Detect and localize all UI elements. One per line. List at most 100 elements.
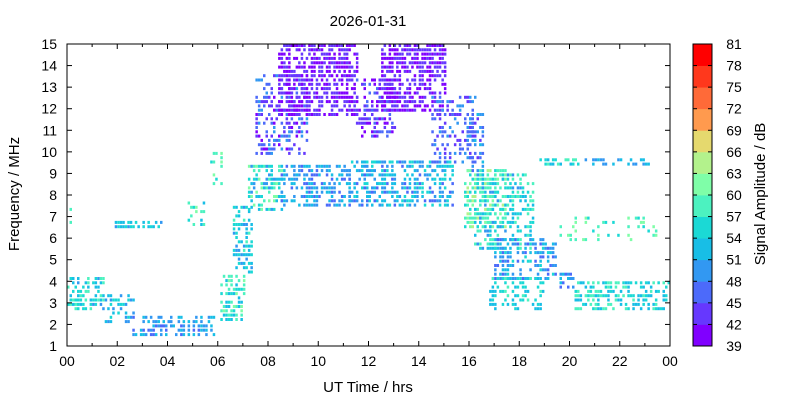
data-cell [280,195,284,198]
data-cell [278,182,281,186]
data-cell [388,48,392,52]
data-cell [629,294,633,298]
data-cell [514,182,517,186]
data-cell [355,160,359,164]
data-cell [499,242,502,246]
data-cell [436,147,439,151]
data-cell [273,147,276,151]
data-cell [391,190,394,194]
data-cell [406,48,409,52]
data-cell [388,91,392,95]
data-cell [423,69,427,73]
data-cell [285,147,289,151]
data-cell [411,48,414,52]
data-cell [386,65,389,69]
data-cell [421,56,424,60]
data-cell [511,259,515,263]
data-cell [355,113,359,116]
data-cell [142,320,145,324]
data-cell [300,130,304,134]
data-cell [353,74,356,78]
data-cell [632,298,635,302]
data-cell [152,328,155,332]
data-cell [524,289,527,293]
data-cell [388,130,392,134]
data-cell [519,195,522,198]
data-cell [285,199,289,203]
data-cell [448,160,452,164]
data-cell [423,61,427,65]
data-cell [298,126,301,129]
data-cell [403,195,407,198]
data-cell [418,74,422,78]
data-cell [494,190,497,194]
data-cell [192,223,196,226]
data-cell [411,61,414,65]
data-cell [220,318,223,321]
data-cell [539,268,542,272]
x-tick-label: 02 [109,353,125,369]
data-cell [278,87,281,91]
data-cell [298,108,301,112]
data-cell [386,182,389,186]
data-cell [298,48,301,52]
data-cell [285,78,289,82]
data-cell [268,177,271,181]
data-cell [514,238,517,242]
data-cell [549,162,552,166]
data-cell [355,100,359,104]
data-cell [273,177,276,181]
data-cell [295,113,299,116]
data-cell [376,121,379,125]
data-cell [345,91,349,95]
colorbar-tick-label: 45 [726,295,742,311]
data-cell [534,246,537,250]
data-cell [388,44,392,47]
data-cell [368,169,371,173]
data-cell [104,298,108,302]
data-cell [263,87,266,91]
data-cell [330,173,334,177]
data-cell [257,143,261,147]
data-cell [544,158,547,162]
data-cell [300,108,304,112]
data-cell [461,160,464,164]
data-cell [494,268,497,272]
data-cell [476,169,479,173]
data-cell [260,108,263,112]
data-cell [484,216,487,220]
data-cell [496,277,500,280]
data-cell [268,82,271,86]
data-cell [514,277,517,280]
data-cell [416,61,419,65]
data-cell [278,164,281,168]
data-cell [129,298,133,302]
data-cell [318,44,321,47]
data-cell [519,281,522,285]
data-cell [521,207,525,211]
data-cell [99,277,103,280]
data-cell [504,195,507,198]
data-cell [471,220,474,224]
data-cell [602,158,605,162]
data-cell [438,182,442,186]
data-cell [288,121,291,125]
data-cell [574,298,577,302]
data-cell [466,143,469,147]
data-cell [506,268,510,272]
data-cell [551,264,555,267]
data-cell [338,164,341,168]
data-cell [398,108,402,112]
data-cell [526,207,530,211]
data-cell [516,285,520,289]
data-cell [398,74,402,78]
data-cell [496,216,500,220]
data-cell [154,333,158,337]
data-cell [227,300,231,304]
data-cell [428,78,432,82]
data-cell [371,169,374,173]
data-cell [265,100,268,104]
data-cell [220,182,223,186]
data-cell [363,121,366,125]
colorbar-tick-label: 81 [726,36,742,52]
